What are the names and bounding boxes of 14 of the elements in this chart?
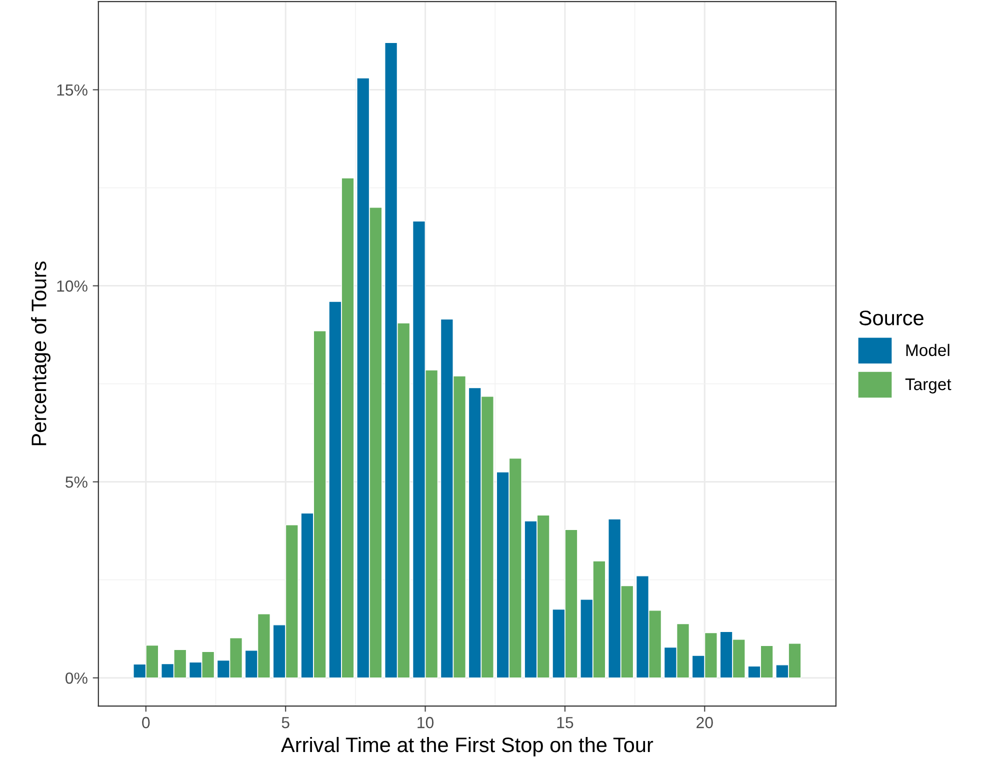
y-tick-label: 5% — [66, 476, 88, 488]
y-axis-title: Percentage of Tours — [31, 262, 50, 446]
x-tick-label: 0 — [142, 716, 150, 728]
legend-label: Target — [905, 378, 952, 394]
x-tick-label: 5 — [282, 717, 290, 728]
x-axis-title: Arrival Time at the First Stop on the Tour — [281, 736, 654, 756]
x-tick-label: 15 — [557, 717, 574, 728]
x-tick-label: 10 — [418, 716, 434, 728]
legend-label: Model — [906, 344, 950, 356]
y-tick-label: 10% — [57, 280, 88, 292]
x-tick-label: 20 — [696, 716, 713, 728]
legend-title: Source — [859, 310, 924, 326]
y-tick-label: 0% — [66, 672, 88, 684]
y-tick-label: 15% — [57, 84, 88, 96]
